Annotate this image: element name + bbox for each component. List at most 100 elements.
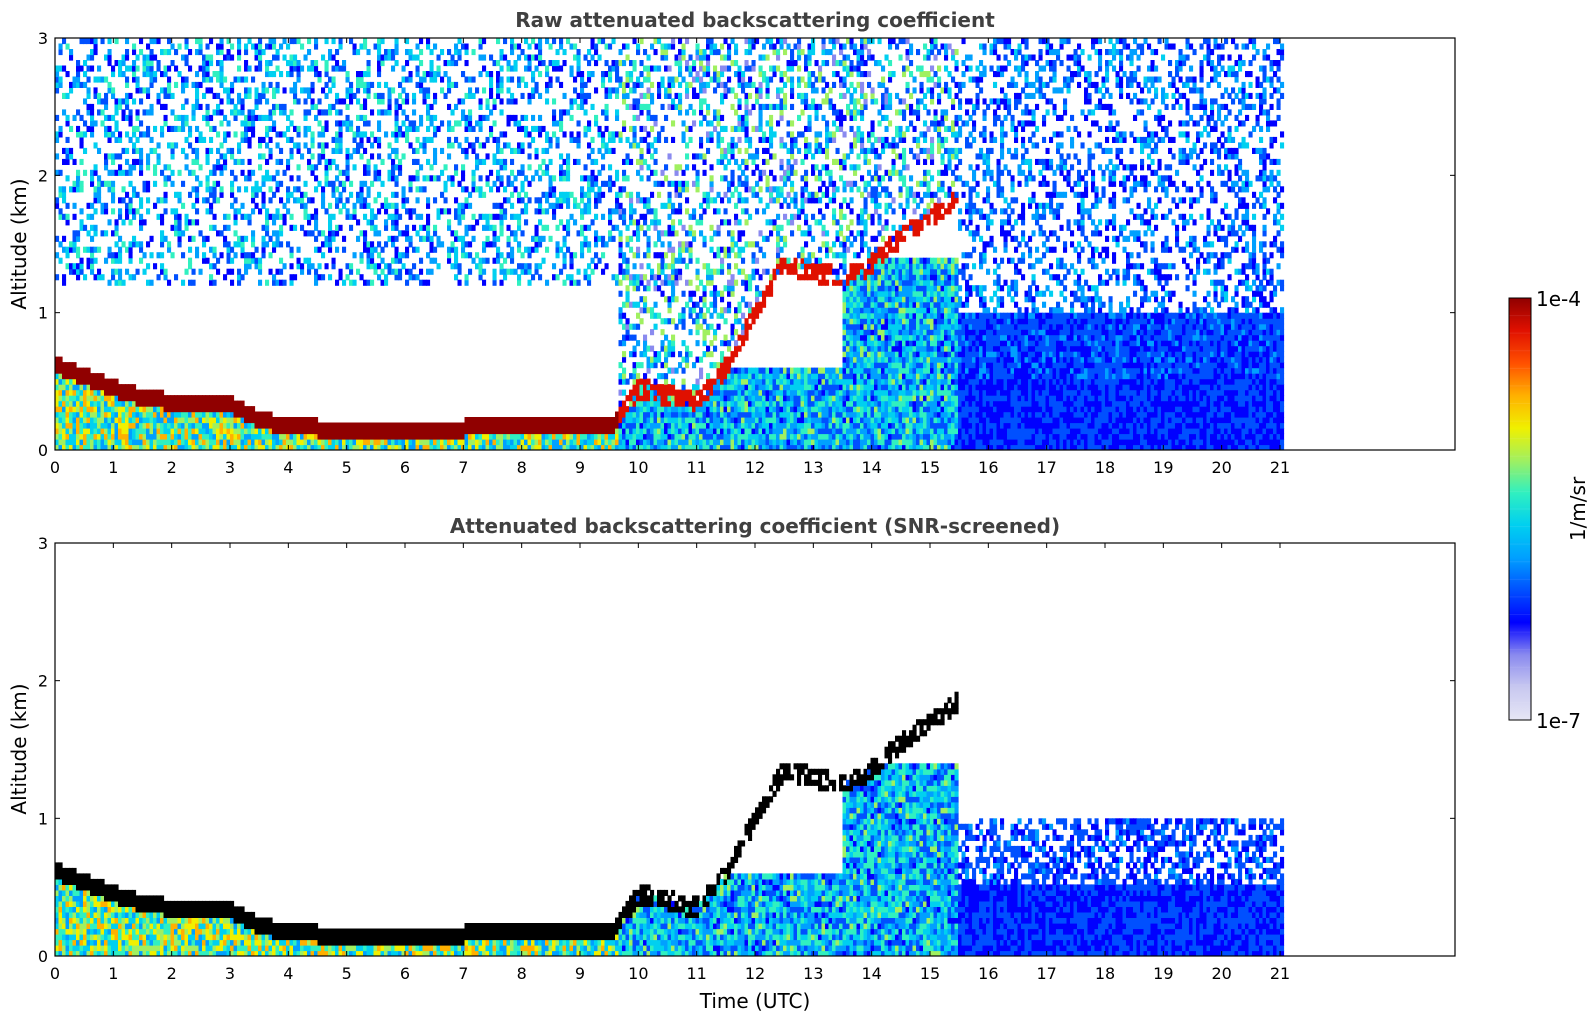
heatmap-cell: [545, 169, 550, 176]
heatmap-cell: [72, 180, 77, 187]
heatmap-cell: [149, 417, 154, 424]
heatmap-cell: [328, 428, 333, 435]
heatmap-cell: [632, 65, 637, 72]
heatmap-cell: [450, 230, 455, 237]
heatmap-cell: [76, 378, 81, 385]
heatmap-cell: [464, 153, 469, 160]
heatmap-cell: [69, 125, 74, 132]
heatmap-cell: [167, 125, 172, 132]
heatmap-cell: [226, 444, 231, 450]
heatmap-cell: [188, 422, 193, 429]
heatmap-cell: [377, 60, 382, 67]
heatmap-cell: [447, 428, 452, 435]
heatmap-cell: [104, 114, 109, 121]
heatmap-cell: [625, 301, 630, 308]
heatmap-cell: [216, 147, 221, 154]
heatmap-cell: [58, 65, 63, 72]
heatmap-cell: [244, 411, 249, 418]
heatmap-cell: [352, 433, 357, 440]
heatmap-cell: [335, 224, 340, 231]
heatmap-cell: [356, 76, 361, 83]
heatmap-cell: [457, 428, 462, 435]
heatmap-cell: [233, 175, 238, 182]
heatmap-cell: [625, 428, 630, 435]
heatmap-cell: [265, 208, 270, 215]
heatmap-cell: [478, 158, 483, 165]
heatmap-cell: [356, 98, 361, 105]
heatmap-cell: [636, 224, 641, 231]
heatmap-cell: [331, 136, 336, 143]
heatmap-cell: [261, 175, 266, 182]
heatmap-cell: [440, 191, 445, 198]
heatmap-cell: [58, 76, 63, 83]
heatmap-cell: [356, 433, 361, 440]
heatmap-cell: [527, 65, 532, 72]
heatmap-cell: [93, 87, 98, 94]
heatmap-cell: [618, 318, 623, 325]
heatmap-cell: [100, 120, 105, 127]
heatmap-cell: [660, 384, 665, 391]
heatmap-cell: [135, 147, 140, 154]
heatmap-cell: [111, 378, 116, 385]
heatmap-cell: [499, 109, 504, 116]
heatmap-cell: [555, 120, 560, 127]
heatmap-cell: [643, 197, 648, 204]
heatmap-cell: [716, 400, 721, 407]
heatmap-cell: [331, 65, 336, 72]
heatmap-cell: [461, 235, 466, 242]
heatmap-cell: [538, 125, 543, 132]
heatmap-cell: [636, 274, 641, 281]
heatmap-cell: [401, 87, 406, 94]
heatmap-cell: [618, 191, 623, 198]
heatmap-cell: [720, 268, 725, 275]
heatmap-cell: [489, 439, 494, 446]
heatmap-cell: [461, 241, 466, 248]
heatmap-cell: [191, 109, 196, 116]
heatmap-cell: [678, 439, 683, 446]
heatmap-cell: [482, 428, 487, 435]
heatmap-cell: [104, 439, 109, 446]
heatmap-cell: [296, 246, 301, 253]
heatmap-cell: [699, 98, 704, 105]
heatmap-cell: [415, 213, 420, 220]
heatmap-cell: [422, 444, 427, 450]
heatmap-cell: [667, 180, 672, 187]
heatmap-cell: [464, 422, 469, 429]
heatmap-cell: [517, 120, 522, 127]
heatmap-cell: [58, 191, 63, 198]
heatmap-cell: [702, 71, 707, 78]
heatmap-cell: [443, 60, 448, 67]
heatmap-cell: [65, 158, 70, 165]
heatmap-cell: [251, 257, 256, 264]
heatmap-cell: [685, 263, 690, 270]
heatmap-cell: [674, 279, 679, 286]
heatmap-cell: [191, 279, 196, 286]
heatmap-cell: [366, 191, 371, 198]
heatmap-cell: [639, 60, 644, 67]
heatmap-cell: [629, 87, 634, 94]
heatmap-cell: [93, 43, 98, 50]
heatmap-cell: [447, 153, 452, 160]
heatmap-cell: [328, 158, 333, 165]
heatmap-cell: [601, 422, 606, 429]
heatmap-cell: [405, 98, 410, 105]
heatmap-cell: [345, 125, 350, 132]
heatmap-cell: [163, 417, 168, 424]
heatmap-cell: [356, 191, 361, 198]
heatmap-cell: [230, 180, 235, 187]
heatmap-cell: [499, 180, 504, 187]
heatmap-cell: [62, 147, 67, 154]
heatmap-cell: [114, 378, 119, 385]
heatmap-cell: [489, 428, 494, 435]
heatmap-cell: [65, 246, 70, 253]
heatmap-cell: [709, 406, 714, 413]
heatmap-cell: [454, 257, 459, 264]
heatmap-cell: [170, 43, 175, 50]
heatmap-cell: [251, 109, 256, 116]
heatmap-cell: [702, 428, 707, 435]
heatmap-cell: [667, 444, 672, 450]
heatmap-cell: [104, 428, 109, 435]
heatmap-cell: [692, 87, 697, 94]
heatmap-cell: [174, 411, 179, 418]
heatmap-cell: [314, 417, 319, 424]
